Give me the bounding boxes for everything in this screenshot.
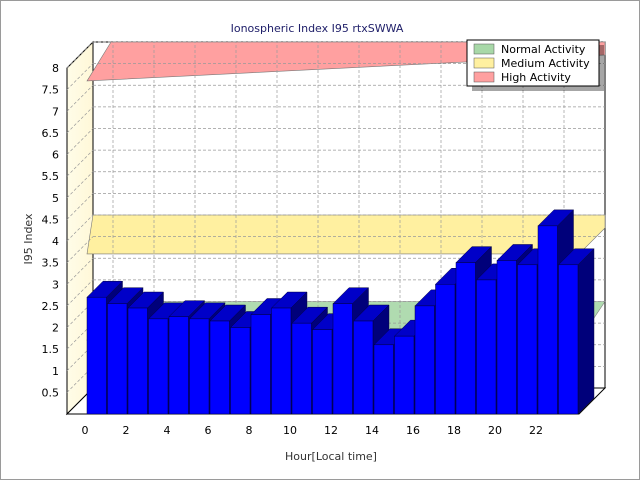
y-tick-label: 6.5 <box>42 127 60 140</box>
x-tick-label: 6 <box>205 424 212 437</box>
x-tick-label: 12 <box>324 424 338 437</box>
y-tick-label: 3.5 <box>42 257 60 270</box>
bar-front <box>414 305 435 415</box>
bar-front <box>250 314 271 415</box>
bar-front <box>496 260 517 415</box>
bar-front <box>476 279 497 415</box>
bar-front <box>353 320 374 415</box>
y-tick-label: 2.5 <box>42 300 60 313</box>
grid-line-side <box>66 149 94 177</box>
y-tick-label: 4 <box>52 235 59 248</box>
bar-front <box>148 318 169 415</box>
x-tick-label: 0 <box>82 424 89 437</box>
grid-line-side <box>66 128 94 155</box>
chart-title: Ionospheric Index I95 rtxSWWA <box>231 22 404 35</box>
y-tick-label: 2 <box>52 322 59 335</box>
x-axis-label: Hour[Local time] <box>285 450 377 463</box>
y-tick-label: 5 <box>52 192 59 205</box>
x-tick-labels: 0 2 4 6 8 10 12 14 16 18 20 22 <box>82 424 544 437</box>
bar-front <box>537 225 558 415</box>
bar <box>557 248 595 415</box>
y-tick-label: 6 <box>52 149 59 162</box>
grid-line-side <box>66 106 94 134</box>
legend-label-medium: Medium Activity <box>501 57 590 70</box>
grid-line-side <box>66 236 94 263</box>
grid-line-side <box>66 41 94 69</box>
bar-front <box>373 344 394 415</box>
x-tick-label: 16 <box>406 424 420 437</box>
x-tick-label: 10 <box>283 424 297 437</box>
y-tick-labels: 0.5 1 1.5 2 2.5 3 3.5 4 4.5 5 5.5 6 6.5 7 7.5 8 <box>42 62 60 399</box>
legend: Normal Activity Medium Activity High Act… <box>466 39 604 91</box>
legend-label-high: High Activity <box>501 71 571 84</box>
x-tick-label: 22 <box>529 424 543 437</box>
y-axis-label: I95 Index <box>22 213 35 265</box>
bar-front <box>312 329 333 415</box>
bar-front <box>291 322 312 415</box>
x-tick-label: 18 <box>447 424 461 437</box>
bar-front <box>332 303 353 415</box>
bar-front <box>230 327 251 415</box>
grid-line-side <box>66 214 94 242</box>
bar-series <box>86 209 595 415</box>
grid-line-side <box>66 171 94 198</box>
bar-front <box>107 303 128 415</box>
bar-front <box>558 264 579 415</box>
bar-side <box>577 248 595 415</box>
y-tick-label: 0.5 <box>42 386 60 399</box>
legend-swatch-medium <box>473 57 495 69</box>
y-tick-label: 3 <box>52 278 59 291</box>
legend-label-normal: Normal Activity <box>501 43 586 56</box>
legend-swatch-normal <box>473 43 495 55</box>
y-tick-label: 7.5 <box>42 84 60 97</box>
y-tick-label: 1 <box>52 365 59 378</box>
bar-front <box>86 296 107 415</box>
bar-front <box>189 318 210 415</box>
x-tick-label: 2 <box>123 424 130 437</box>
y-tick-label: 7 <box>52 105 59 118</box>
bar-front <box>455 262 476 415</box>
y-tick-label: 8 <box>52 62 59 75</box>
y-tick-label: 1.5 <box>42 343 60 356</box>
bar-front <box>435 284 456 415</box>
bar-front <box>209 320 230 415</box>
x-tick-label: 14 <box>365 424 379 437</box>
x-tick-label: 4 <box>164 424 171 437</box>
grid-line-side <box>66 279 94 307</box>
bar-front <box>271 307 292 415</box>
legend-swatch-high <box>473 71 495 83</box>
band-medium-activity <box>86 214 606 255</box>
bar-front <box>127 307 148 415</box>
x-tick-label: 20 <box>488 424 502 437</box>
x-tick-label: 8 <box>246 424 253 437</box>
y-tick-label: 5.5 <box>42 170 60 183</box>
bar-front <box>394 335 415 415</box>
bar-front <box>517 264 538 415</box>
y-tick-label: 4.5 <box>42 213 60 226</box>
bar-front <box>168 316 189 415</box>
grid-line-side <box>66 258 94 285</box>
grid-line-side <box>66 63 94 90</box>
grid-line-side <box>66 193 94 220</box>
grid-line-side <box>66 85 94 112</box>
